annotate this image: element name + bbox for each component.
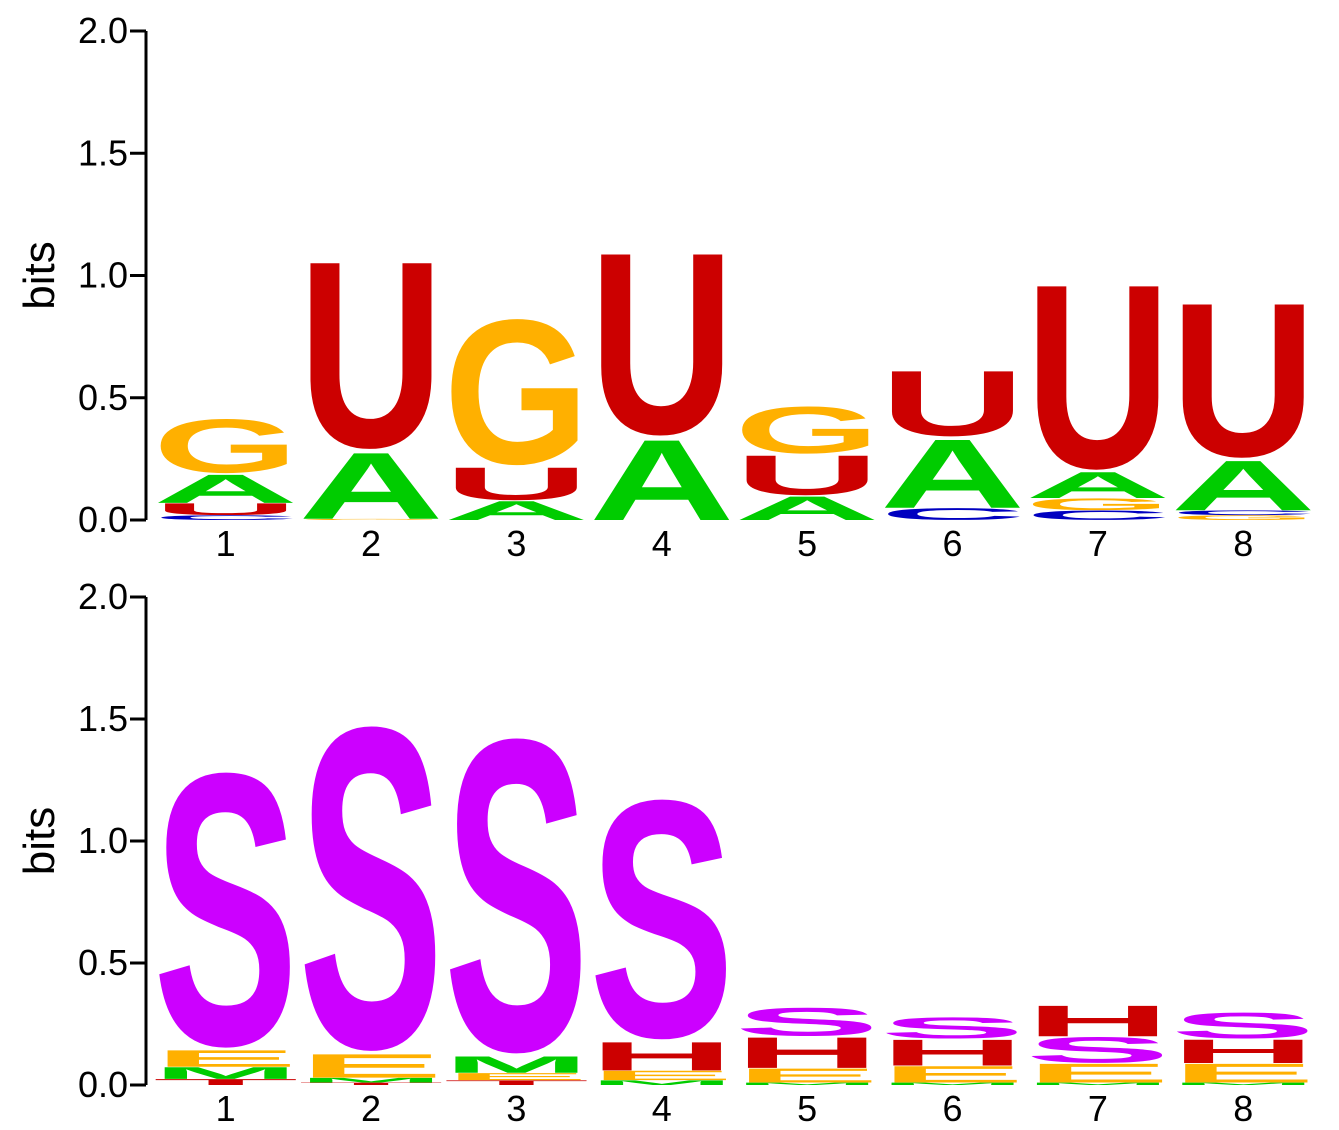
logo-glyph-E-pos7: E	[1025, 1058, 1170, 1088]
logo-glyph-S-pos2: S	[298, 633, 443, 1130]
y-tick-label: 2.0	[78, 10, 128, 51]
x-tick-label: 4	[652, 523, 672, 564]
y-tick-label: 0.0	[78, 499, 128, 540]
logo-glyph-T-pos3: T	[444, 1079, 589, 1087]
logo-glyph-E-pos2: E	[298, 1047, 443, 1085]
logo-glyph-U-pos4: U	[589, 199, 734, 488]
logo-glyph-A-pos2: A	[298, 434, 443, 540]
logo-glyph-E-pos6: E	[880, 1061, 1025, 1087]
x-tick-label: 4	[652, 1088, 672, 1129]
logo-glyph-G-pos5: G	[735, 393, 880, 467]
logo-glyph-M-pos6: M	[880, 1082, 1025, 1086]
logo-glyph-U-pos2: U	[298, 205, 443, 503]
logo-glyph-S-pos5: S	[735, 1000, 880, 1044]
x-tick-label: 5	[797, 523, 817, 564]
x-tick-label: 8	[1233, 523, 1253, 564]
logo-glyph-S-pos1: S	[153, 692, 298, 1126]
logo-glyph-C-pos8: C	[1171, 509, 1316, 516]
x-tick-label: 7	[1088, 523, 1108, 564]
logo-glyph-S-pos8: S	[1171, 1005, 1316, 1046]
logo-glyph-U-pos3: U	[444, 458, 589, 510]
logo-glyph-E-pos1: E	[153, 1045, 298, 1071]
logo-glyph-M-pos1: M	[153, 1064, 298, 1083]
logo-glyph-M-pos5: M	[735, 1082, 880, 1086]
logo-glyph-M-pos2: M	[298, 1076, 443, 1084]
x-tick-label: 5	[797, 1088, 817, 1129]
logo-glyph-S-pos6: S	[880, 1011, 1025, 1044]
y-tick-label: 1.5	[78, 698, 128, 739]
x-tick-label: 6	[943, 1088, 963, 1129]
x-tick-label: 8	[1233, 1088, 1253, 1129]
y-tick-label: 1.0	[78, 820, 128, 861]
logo-glyph-M-pos8: M	[1171, 1082, 1316, 1086]
logo-glyph-H-pos8: H	[1171, 1032, 1316, 1070]
y-tick-label: 1.5	[78, 132, 128, 173]
logo-glyph-M-pos7: M	[1025, 1082, 1170, 1086]
x-tick-label: 1	[216, 523, 236, 564]
logo-glyph-H-pos7: H	[1025, 996, 1170, 1045]
y-axis-label: bits	[15, 241, 64, 309]
logo-glyph-H-pos4: H	[589, 1034, 734, 1079]
logo-glyph-E-pos5: E	[735, 1064, 880, 1087]
logo-glyph-U-pos1: U	[153, 500, 298, 519]
logo-glyph-A-pos6: A	[880, 419, 1025, 529]
logo-glyph-A-pos7: A	[1025, 464, 1170, 506]
logo-glyph-H-pos6: H	[880, 1032, 1025, 1074]
logo-glyph-G-pos2: G	[298, 518, 443, 520]
logo-glyph-G-pos1: G	[153, 404, 298, 489]
logo-glyph-U-pos5: U	[735, 444, 880, 507]
logo-glyph-A-pos8: A	[1171, 446, 1316, 526]
y-tick-label: 2.0	[78, 576, 128, 617]
logo-glyph-A-pos1: A	[153, 466, 298, 511]
logo-glyph-U-pos7: U	[1025, 229, 1170, 523]
y-axis-label: bits	[15, 807, 64, 875]
logo-glyph-G-pos3: G	[444, 277, 589, 508]
logo-glyph-E-pos4: E	[589, 1068, 734, 1083]
x-tick-label: 2	[361, 523, 381, 564]
logo-glyph-S-pos7: S	[1025, 1030, 1170, 1071]
logo-glyph-E-pos3: E	[444, 1071, 589, 1082]
logo-glyph-M-pos3: M	[444, 1051, 589, 1077]
logo-glyph-E-pos8: E	[1171, 1058, 1316, 1088]
logo-glyph-T-pos1: T	[153, 1077, 298, 1086]
logo-glyph-A-pos3: A	[444, 496, 589, 526]
logo-glyph-M-pos4: M	[589, 1079, 734, 1087]
logo-glyph-A-pos4: A	[589, 415, 734, 544]
logo-glyph-A-pos5: A	[735, 489, 880, 527]
x-tick-label: 3	[506, 1088, 526, 1129]
logo-glyph-H-pos5: H	[735, 1028, 880, 1077]
x-tick-label: 6	[943, 523, 963, 564]
logo-glyph-C-pos1: C	[153, 514, 298, 521]
logo-glyph-G-pos7: G	[1025, 495, 1170, 514]
logo-glyph-U-pos6: U	[880, 352, 1025, 456]
x-tick-label: 2	[361, 1088, 381, 1129]
logo-glyph-S-pos4: S	[589, 730, 734, 1108]
logo-panel-1: 0.00.51.01.52.0bits1CUAG2GAU3AUG4AU5AUG6…	[15, 10, 1316, 564]
logo-glyph-C-pos7: C	[1025, 508, 1170, 523]
logo-glyph-C-pos6: C	[880, 505, 1025, 524]
y-tick-label: 1.0	[78, 255, 128, 296]
logo-glyph-S-pos3: S	[444, 648, 589, 1130]
y-tick-label: 0.0	[78, 1064, 128, 1105]
x-tick-label: 3	[506, 523, 526, 564]
logo-glyph-U-pos8: U	[1171, 256, 1316, 502]
x-tick-label: 7	[1088, 1088, 1108, 1129]
logo-glyph-G-pos8: G	[1171, 514, 1316, 521]
logo-glyph-T-pos2: T	[298, 1082, 443, 1086]
y-tick-label: 0.5	[78, 377, 128, 418]
x-tick-label: 1	[216, 1088, 236, 1129]
y-tick-label: 0.5	[78, 942, 128, 983]
